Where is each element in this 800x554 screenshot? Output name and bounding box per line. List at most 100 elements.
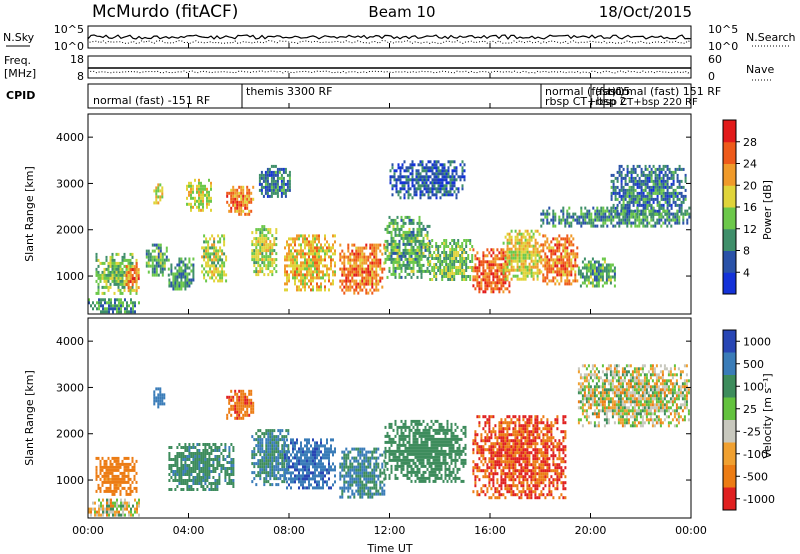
heatmap-cell [381, 276, 384, 280]
heatmap-cell [100, 501, 102, 505]
heatmap-cell [271, 435, 274, 439]
heatmap-cell [552, 221, 555, 225]
heatmap-cell [355, 288, 358, 292]
heatmap-cell [255, 231, 258, 235]
heatmap-cell [242, 191, 245, 195]
heatmap-cell [498, 275, 501, 279]
heatmap-cell [95, 270, 98, 274]
heatmap-cell [486, 287, 489, 291]
heatmap-cell [359, 267, 362, 271]
heatmap-cell [279, 462, 282, 466]
heatmap-cell [634, 218, 637, 222]
heatmap-cell [155, 195, 158, 199]
heatmap-cell [554, 215, 557, 219]
heatmap-cell [216, 446, 219, 449]
heatmap-cell [664, 212, 667, 216]
heatmap-cell [400, 269, 403, 273]
heatmap-cell [115, 456, 118, 460]
heatmap-cell [246, 203, 249, 207]
heatmap-cell [660, 176, 663, 180]
heatmap-cell [684, 176, 687, 180]
heatmap-cell [363, 276, 366, 280]
heatmap-cell [316, 243, 318, 247]
heatmap-cell [566, 218, 569, 222]
heatmap-cell [263, 468, 266, 472]
heatmap-cell [572, 267, 575, 271]
heatmap-cell [648, 197, 651, 201]
heatmap-cell [151, 261, 154, 265]
heatmap-cell [135, 265, 138, 269]
heatmap-cell [463, 248, 466, 251]
heatmap-cell [261, 456, 264, 460]
heatmap-cell [122, 507, 124, 511]
heatmap-cell [188, 479, 191, 482]
heatmap-cell [118, 307, 120, 311]
heatmap-cell [463, 269, 466, 272]
heatmap-cell [536, 253, 539, 257]
heatmap-cell [228, 191, 231, 195]
heatmap-cell [190, 187, 192, 191]
heatmap-cell [109, 261, 112, 265]
heatmap-cell [624, 206, 627, 210]
heatmap-cell [646, 176, 649, 180]
heatmap-cell [480, 260, 483, 264]
heatmap-cell [610, 206, 613, 210]
heatmap-cell [95, 252, 98, 256]
heatmap-cell [585, 263, 588, 267]
heatmap-cell [435, 169, 438, 173]
heatmap-cell [268, 194, 271, 198]
heatmap-cell [202, 470, 205, 473]
heatmap-cell [290, 258, 292, 262]
heatmap-cell [339, 258, 342, 262]
heatmap-cell [276, 179, 279, 183]
heatmap-cell [562, 249, 565, 253]
heatmap-cell [131, 468, 134, 472]
heatmap-cell [587, 275, 590, 279]
heatmap-cell [226, 194, 229, 198]
heatmap-cell [646, 206, 649, 210]
heatmap-cell [281, 450, 284, 454]
heatmap-cell [439, 181, 442, 185]
heatmap-cell [638, 182, 641, 186]
heatmap-cell [453, 166, 456, 170]
heatmap-cell [624, 182, 627, 186]
heatmap-cell [273, 468, 276, 472]
heatmap-cell [292, 447, 294, 451]
heatmap-cell [396, 215, 399, 219]
heatmap-cell [614, 224, 617, 228]
heatmap-cell [111, 258, 114, 262]
heatmap-cell [536, 262, 539, 266]
heatmap-cell [622, 197, 625, 201]
heatmap-cell [284, 441, 286, 445]
heatmap-cell [367, 282, 370, 286]
heatmap-cell [576, 215, 579, 219]
heatmap-cell [228, 476, 231, 479]
heatmap-cell [117, 288, 120, 292]
heatmap-cell [230, 398, 233, 402]
heatmap-cell [279, 477, 282, 481]
heatmap-cell [590, 212, 593, 216]
heatmap-cell [556, 267, 559, 271]
heatmap-cell [284, 255, 286, 259]
heatmap-cell [269, 252, 272, 256]
heatmap-cell [443, 275, 446, 278]
heatmap-cell [275, 444, 278, 448]
heatmap-cell [564, 270, 567, 274]
heatmap-cell [437, 160, 440, 164]
heatmap-cell [404, 266, 407, 270]
heatmap-cell [580, 212, 583, 216]
nave-label: Nave [746, 63, 774, 76]
heatmap-cell [431, 178, 434, 182]
heatmap-cell [108, 304, 110, 308]
heatmap-cell [278, 185, 281, 189]
heatmap-cell [371, 291, 374, 295]
heatmap-cell [121, 276, 124, 280]
heatmap-cell [131, 277, 134, 281]
heatmap-cell [608, 209, 611, 213]
heatmap-cell [640, 170, 643, 174]
heatmap-cell [512, 259, 515, 263]
heatmap-cell [105, 474, 108, 478]
heatmap-cell [518, 250, 521, 254]
heatmap-cell [271, 459, 274, 463]
heatmap-cell [221, 258, 224, 262]
